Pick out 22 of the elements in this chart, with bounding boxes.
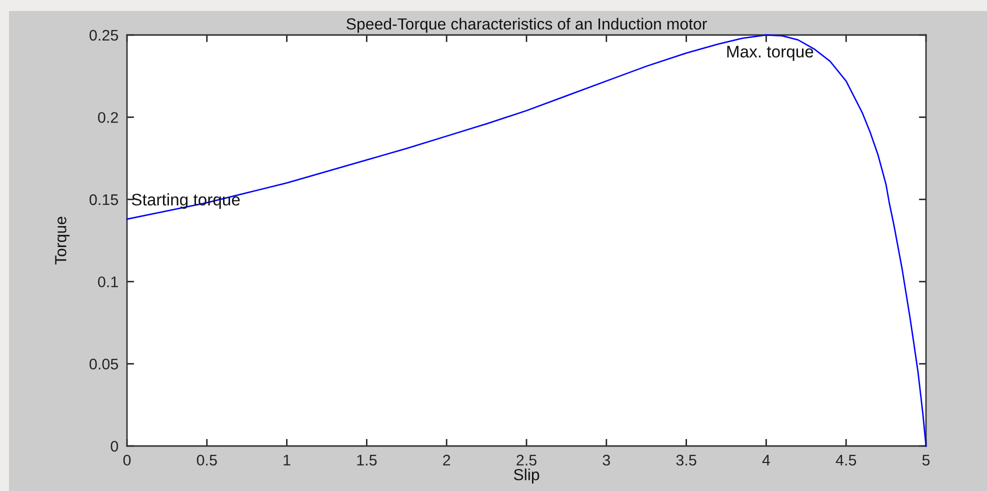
y-axis-title: Torque (55, 216, 70, 265)
x-tick-label: 3.5 (676, 454, 696, 466)
y-tick-label: 0.15 (90, 194, 118, 206)
x-tick-label: 0 (123, 454, 131, 466)
x-tick-label: 2.5 (516, 454, 536, 466)
y-tick-label: 0.05 (90, 358, 118, 370)
x-tick-label: 1.5 (357, 454, 377, 466)
x-tick-label: 1 (284, 454, 290, 466)
x-tick-label: 4 (762, 454, 770, 466)
x-tick-label: 5 (922, 454, 930, 466)
y-tick-label: 0.2 (98, 112, 118, 123)
line-series (126, 34, 927, 447)
x-tick-label: 4.5 (836, 454, 856, 466)
x-tick-label: 0.5 (196, 454, 217, 466)
x-tick-label: 2 (443, 454, 450, 466)
y-tick-label: 0.1 (98, 276, 118, 288)
annotation: Max. torque (727, 46, 814, 61)
y-tick-label: 0 (110, 440, 118, 452)
chart-title: Speed-Torque characteristics of an Induction motor (346, 18, 707, 33)
x-tick-label: 3 (602, 454, 610, 466)
y-tick-label: 0.25 (90, 30, 118, 41)
x-axis-title: Slip (514, 468, 540, 484)
